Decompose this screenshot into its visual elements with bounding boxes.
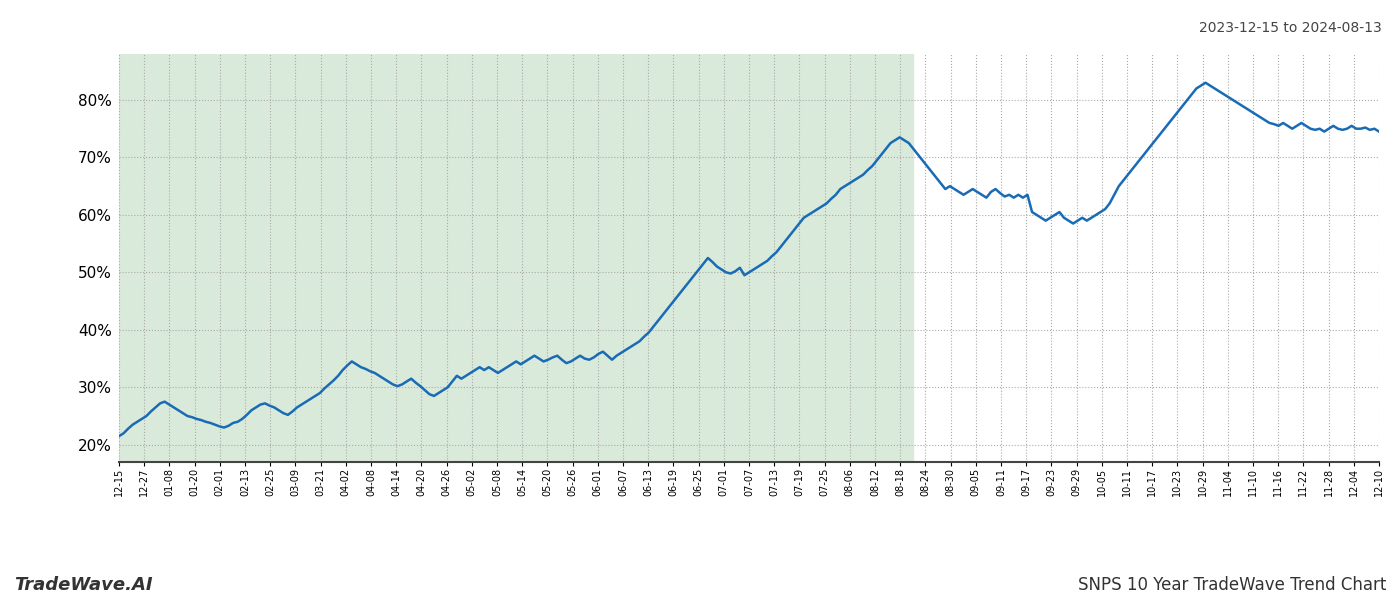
Text: TradeWave.AI: TradeWave.AI	[14, 576, 153, 594]
Bar	[119, 54, 913, 462]
Text: 2023-12-15 to 2024-08-13: 2023-12-15 to 2024-08-13	[1198, 21, 1382, 35]
Text: SNPS 10 Year TradeWave Trend Chart: SNPS 10 Year TradeWave Trend Chart	[1078, 576, 1386, 594]
